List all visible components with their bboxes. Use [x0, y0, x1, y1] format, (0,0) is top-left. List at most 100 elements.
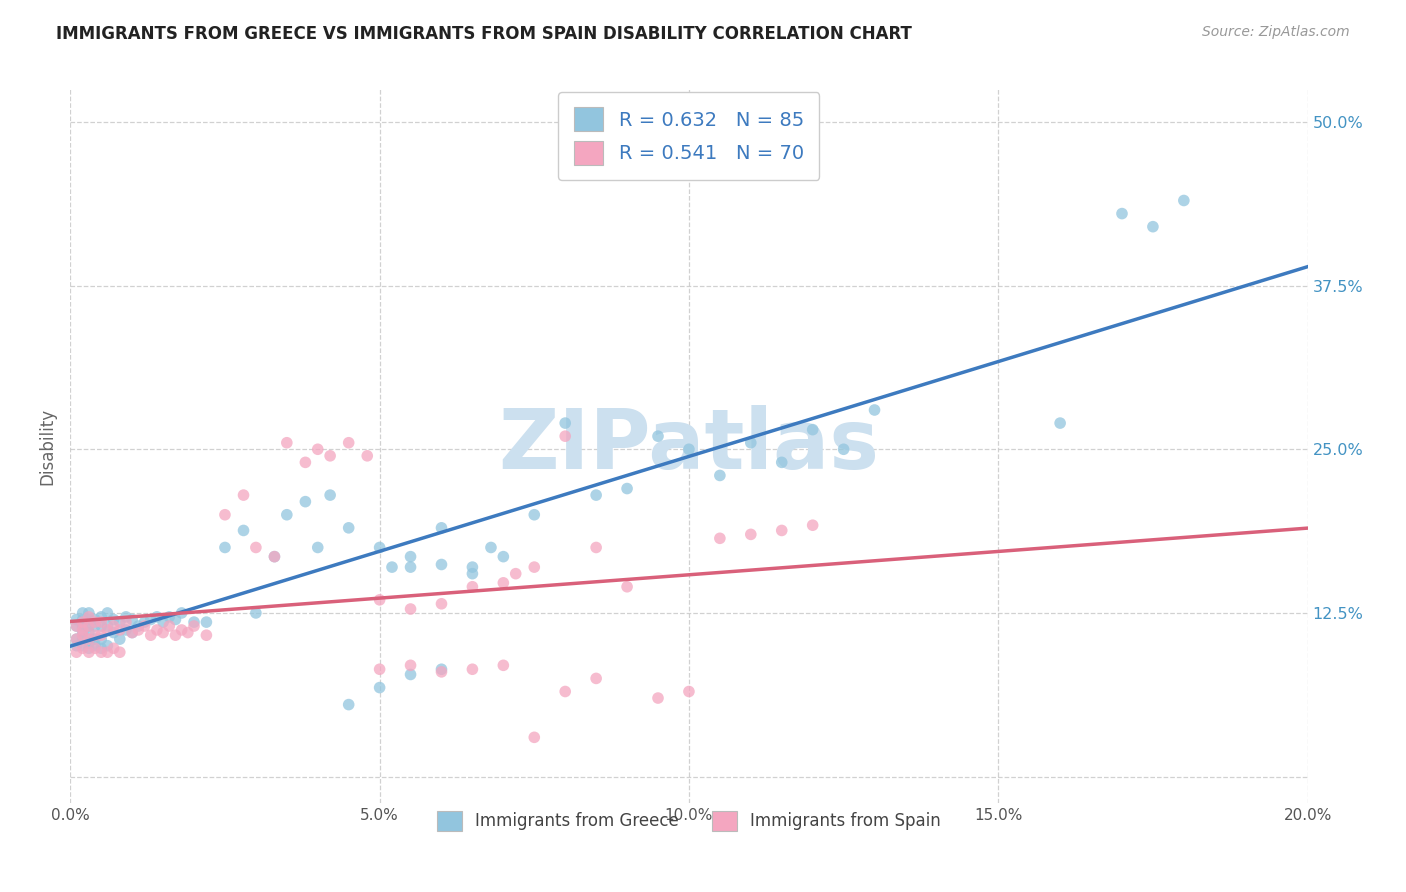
Point [77, 641, 100, 656]
Point [77, 610, 100, 624]
Point [430, 597, 453, 611]
Point [381, 560, 404, 574]
Point [585, 541, 607, 555]
Point [461, 662, 484, 676]
Point [337, 698, 360, 712]
Point [294, 494, 316, 508]
Point [430, 521, 453, 535]
Point [121, 625, 143, 640]
Point [678, 442, 700, 457]
Point [72, 641, 94, 656]
Point [108, 632, 131, 647]
Point [90, 610, 112, 624]
Point [232, 524, 254, 538]
Point [1111, 206, 1133, 220]
Point [337, 521, 360, 535]
Point [77, 632, 100, 647]
Text: Source: ZipAtlas.com: Source: ZipAtlas.com [1202, 25, 1350, 39]
Point [84, 628, 107, 642]
Text: IMMIGRANTS FROM GREECE VS IMMIGRANTS FROM SPAIN DISABILITY CORRELATION CHART: IMMIGRANTS FROM GREECE VS IMMIGRANTS FRO… [56, 25, 912, 43]
Point [616, 482, 638, 496]
Point [115, 610, 138, 624]
Point [430, 558, 453, 572]
Point [276, 435, 298, 450]
Point [523, 560, 546, 574]
Point [245, 541, 267, 555]
Text: ZIPatlas: ZIPatlas [499, 406, 879, 486]
Point [139, 628, 162, 642]
Point [1173, 194, 1195, 208]
Point [492, 575, 515, 590]
Point [65, 619, 87, 633]
Point [678, 684, 700, 698]
Point [430, 662, 453, 676]
Point [96, 639, 118, 653]
Point [1142, 219, 1164, 234]
Point [770, 455, 793, 469]
Point [430, 665, 453, 679]
Point [108, 645, 131, 659]
Point [505, 566, 527, 581]
Point [307, 442, 329, 457]
Point [801, 423, 824, 437]
Point [77, 619, 100, 633]
Point [157, 610, 180, 624]
Point [146, 623, 169, 637]
Point [585, 488, 607, 502]
Point [108, 615, 131, 629]
Point [492, 658, 515, 673]
Point [72, 639, 94, 653]
Point [90, 615, 112, 629]
Point [96, 606, 118, 620]
Point [65, 632, 87, 647]
Point [479, 541, 502, 555]
Point [115, 623, 138, 637]
Point [170, 623, 193, 637]
Point [165, 612, 187, 626]
Point [214, 541, 236, 555]
Point [319, 449, 342, 463]
Point [96, 623, 118, 637]
Point [72, 606, 94, 620]
Point [801, 518, 824, 533]
Point [65, 639, 87, 653]
Point [65, 619, 87, 633]
Legend: Immigrants from Greece, Immigrants from Spain: Immigrants from Greece, Immigrants from … [423, 797, 955, 845]
Point [170, 606, 193, 620]
Point [157, 619, 180, 633]
Point [399, 602, 422, 616]
Point [108, 623, 131, 637]
Point [263, 549, 285, 564]
Point [152, 615, 174, 629]
Point [134, 619, 156, 633]
Point [90, 619, 112, 633]
Point [146, 610, 169, 624]
Point [492, 549, 515, 564]
Point [294, 455, 316, 469]
Point [127, 619, 149, 633]
Point [523, 508, 546, 522]
Point [832, 442, 855, 457]
Point [368, 681, 391, 695]
Point [72, 615, 94, 629]
Point [90, 645, 112, 659]
Point [72, 615, 94, 629]
Point [103, 612, 125, 626]
Point [337, 435, 360, 450]
Point [84, 615, 107, 629]
Point [461, 580, 484, 594]
Point [523, 731, 546, 745]
Point [647, 429, 669, 443]
Point [103, 625, 125, 640]
Point [72, 623, 94, 637]
Point [84, 641, 107, 656]
Point [72, 625, 94, 640]
Point [90, 632, 112, 647]
Y-axis label: Disability: Disability [38, 408, 56, 484]
Point [115, 615, 138, 629]
Point [152, 625, 174, 640]
Point [461, 566, 484, 581]
Point [740, 435, 762, 450]
Point [121, 625, 143, 640]
Point [232, 488, 254, 502]
